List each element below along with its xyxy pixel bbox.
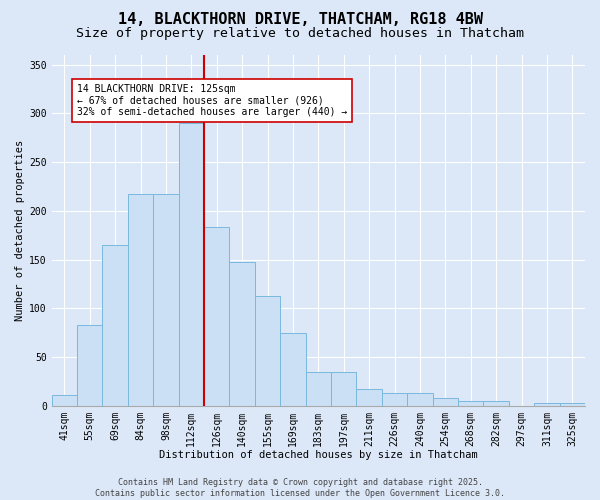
Bar — [305, 372, 331, 406]
Bar — [356, 389, 382, 406]
Text: 14, BLACKTHORN DRIVE, THATCHAM, RG18 4BW: 14, BLACKTHORN DRIVE, THATCHAM, RG18 4BW — [118, 12, 482, 28]
Bar — [484, 401, 509, 406]
Bar — [382, 393, 407, 406]
Y-axis label: Number of detached properties: Number of detached properties — [15, 140, 25, 321]
Bar — [103, 245, 128, 406]
Bar — [77, 325, 103, 406]
Bar — [407, 393, 433, 406]
Bar — [128, 194, 153, 406]
Bar — [255, 296, 280, 406]
Text: 14 BLACKTHORN DRIVE: 125sqm
← 67% of detached houses are smaller (926)
32% of se: 14 BLACKTHORN DRIVE: 125sqm ← 67% of det… — [77, 84, 347, 117]
Bar — [204, 228, 229, 406]
Bar — [458, 401, 484, 406]
Text: Contains HM Land Registry data © Crown copyright and database right 2025.
Contai: Contains HM Land Registry data © Crown c… — [95, 478, 505, 498]
Bar — [433, 398, 458, 406]
Bar — [560, 403, 585, 406]
Text: Size of property relative to detached houses in Thatcham: Size of property relative to detached ho… — [76, 28, 524, 40]
Bar — [280, 332, 305, 406]
Bar — [331, 372, 356, 406]
Bar — [534, 403, 560, 406]
X-axis label: Distribution of detached houses by size in Thatcham: Distribution of detached houses by size … — [159, 450, 478, 460]
Bar — [229, 262, 255, 406]
Bar — [153, 194, 179, 406]
Bar — [52, 395, 77, 406]
Bar — [179, 123, 204, 406]
